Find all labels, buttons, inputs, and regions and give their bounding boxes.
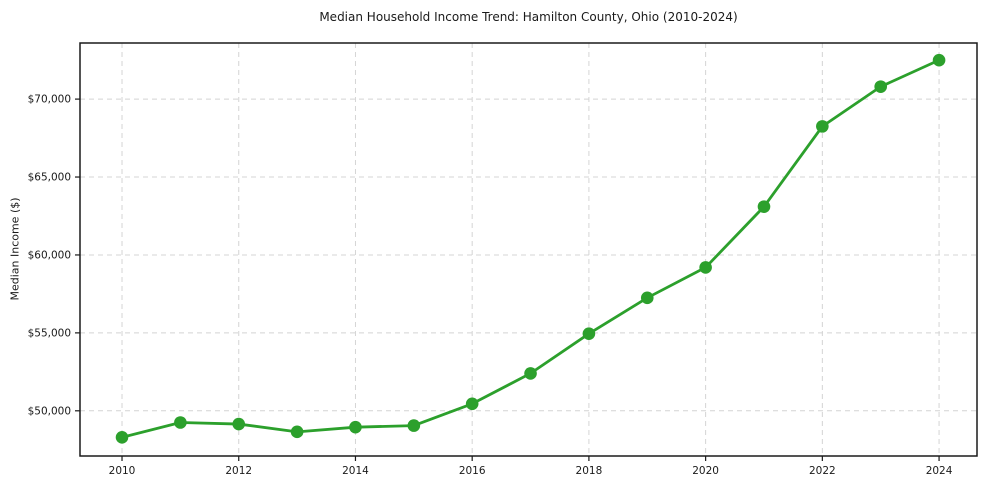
chart-title: Median Household Income Trend: Hamilton …	[319, 10, 738, 24]
x-tick-label: 2018	[576, 465, 603, 477]
y-tick-label: $70,000	[28, 94, 71, 106]
y-tick-label: $50,000	[28, 405, 71, 417]
x-tick-label: 2016	[459, 465, 486, 477]
data-point-marker	[699, 261, 712, 274]
x-tick-label: 2020	[692, 465, 719, 477]
x-tick-label: 2010	[109, 465, 136, 477]
data-point-marker	[524, 367, 537, 380]
axes-spines	[79, 42, 978, 457]
income-trend-line	[120, 58, 941, 439]
x-tick-label: 2022	[809, 465, 836, 477]
x-tick-label: 2012	[225, 465, 252, 477]
data-point-marker	[115, 430, 129, 444]
data-point-marker	[640, 291, 654, 305]
y-tick-label: $65,000	[28, 172, 71, 184]
data-point-marker	[816, 120, 829, 133]
x-tick-label: 2024	[926, 465, 953, 477]
data-point-marker	[757, 200, 771, 213]
data-point-marker	[174, 416, 187, 429]
data-point-marker	[582, 327, 596, 340]
data-point-marker	[349, 420, 362, 434]
data-point-marker	[290, 425, 304, 439]
data-point-marker	[932, 53, 946, 67]
y-tick-label: $60,000	[28, 249, 71, 261]
x-tick-label: 2014	[342, 465, 369, 477]
data-point-marker	[232, 417, 246, 431]
y-tick-label: $55,000	[28, 327, 71, 339]
data-point-marker	[407, 419, 421, 432]
data-point-marker	[465, 397, 479, 411]
data-point-marker	[874, 80, 888, 93]
